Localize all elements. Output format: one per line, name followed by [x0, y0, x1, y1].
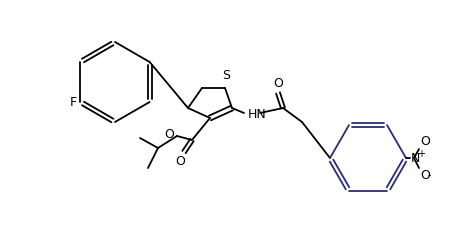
Text: O: O	[273, 77, 283, 90]
Text: +: +	[417, 149, 425, 159]
Text: O: O	[175, 155, 185, 168]
Text: HN: HN	[248, 107, 267, 121]
Text: N: N	[411, 151, 420, 165]
Text: O: O	[420, 169, 430, 182]
Text: O: O	[164, 128, 174, 142]
Text: -: -	[428, 170, 431, 180]
Text: F: F	[70, 95, 77, 109]
Text: O: O	[420, 135, 430, 148]
Text: S: S	[222, 69, 230, 82]
